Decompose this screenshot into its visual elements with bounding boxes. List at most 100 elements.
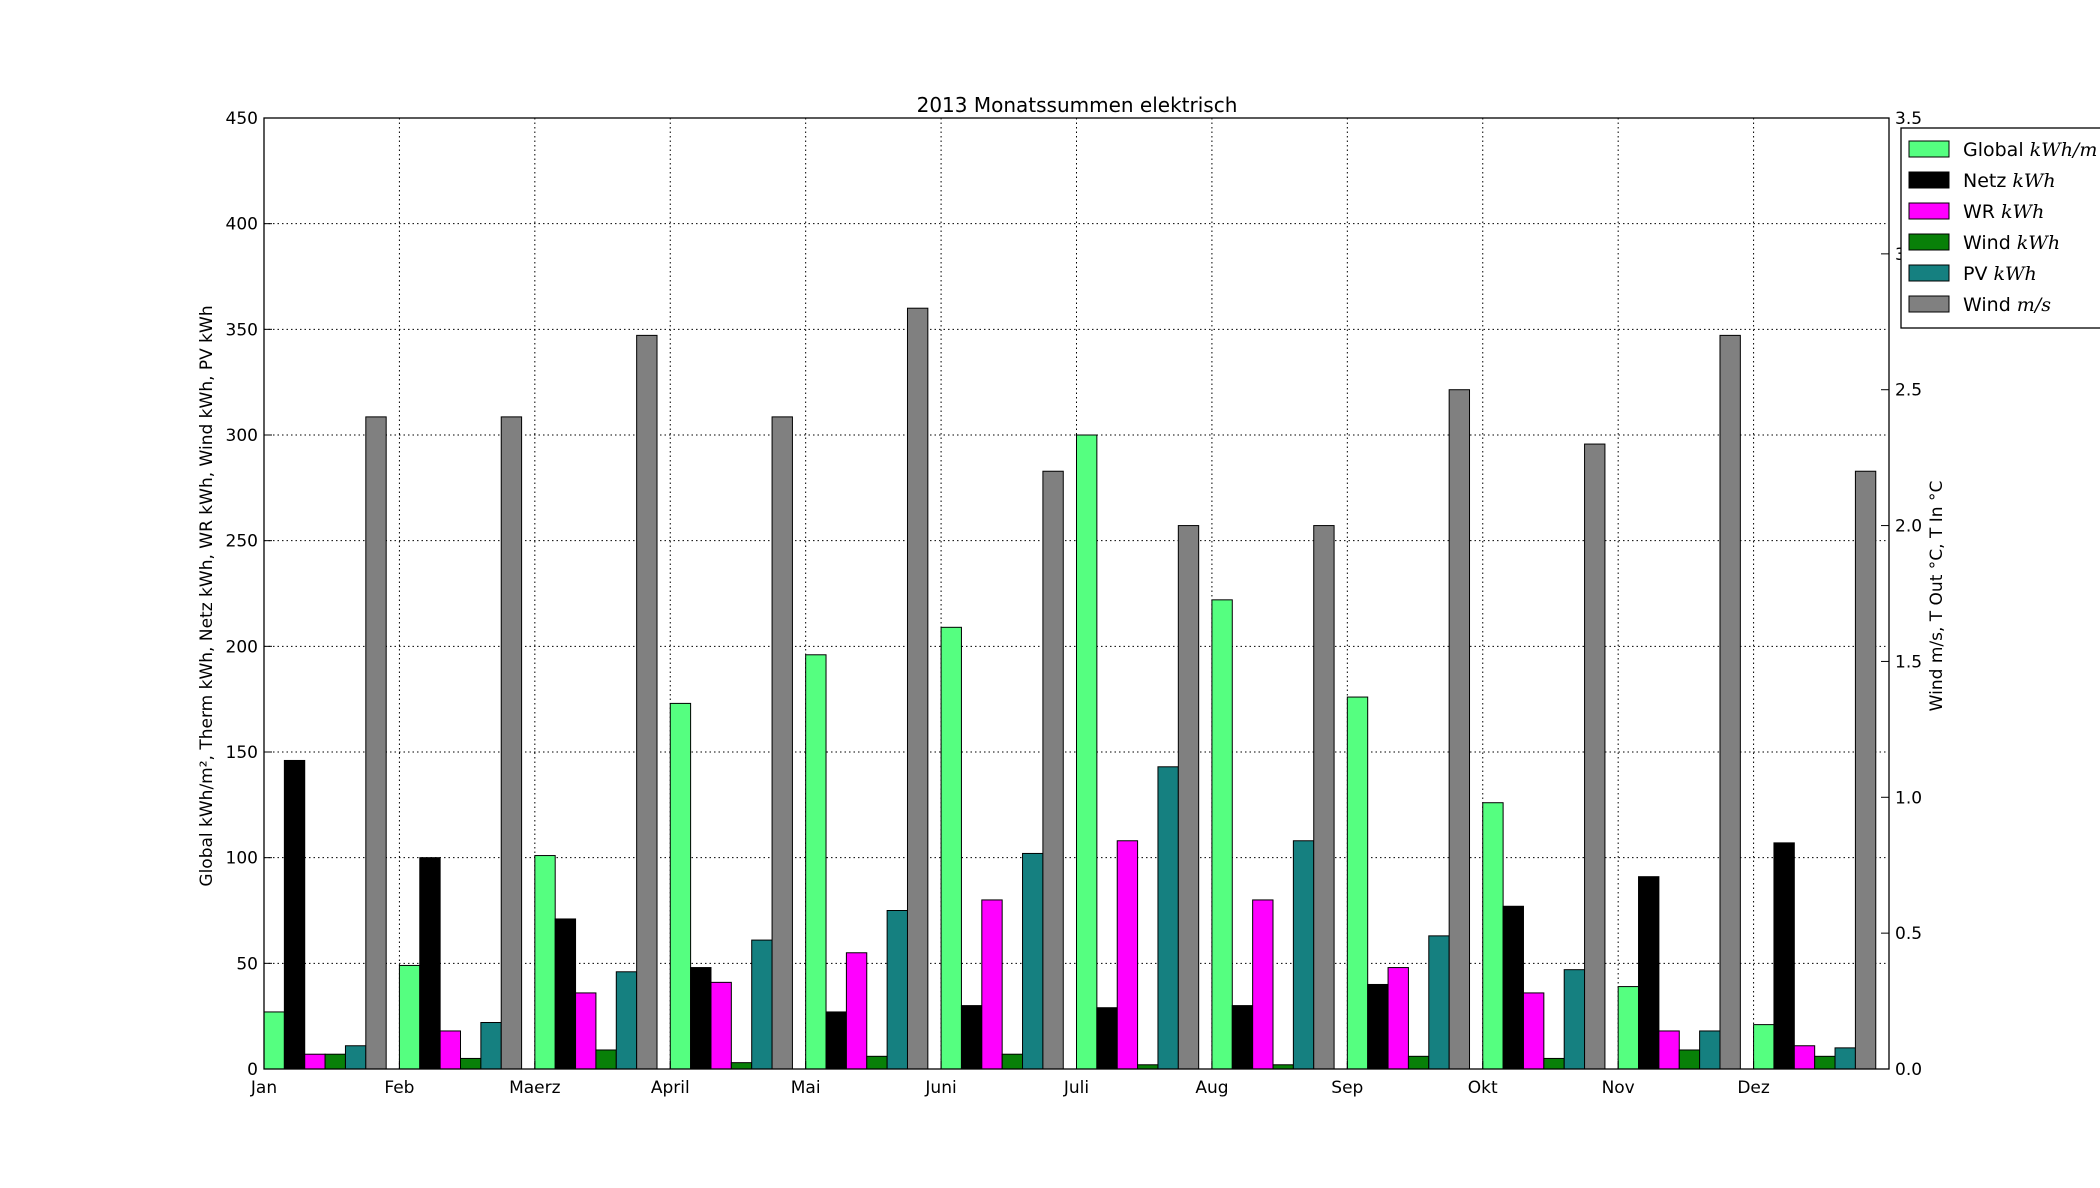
legend-label: Wind m/s: [1963, 294, 2051, 316]
bar-global-kwhm-feb: [398, 964, 421, 1070]
legend-swatch: [1908, 202, 1950, 220]
bar-netz-kwh-feb: [419, 857, 441, 1070]
bar-wind-ms-maerz: [636, 334, 658, 1070]
bar-wr-kwh-dez: [1793, 1045, 1816, 1070]
x-tick-label: Juli: [1063, 1078, 1089, 1098]
bar-wind-ms-nov: [1719, 334, 1741, 1070]
legend-label: Netz kWh: [1963, 170, 2056, 192]
bar-wind-ms-jan: [365, 416, 387, 1070]
bar-global-kwhm-juni: [940, 626, 962, 1070]
bar-wr-kwh-maerz: [575, 992, 597, 1070]
bar-wr-kwh-aug: [1252, 899, 1274, 1070]
y-axis-label-right: Wind m/s, T Out °C, T In °C: [1927, 481, 1947, 712]
bar-global-kwhm-april: [669, 702, 692, 1070]
legend-swatch: [1908, 140, 1950, 158]
bar-wr-kwh-juni: [981, 899, 1003, 1070]
bar-netz-kwh-maerz: [554, 918, 577, 1070]
bar-wind-ms-april: [771, 416, 793, 1070]
bar-pv-kwh-nov: [1699, 1030, 1721, 1070]
bar-pv-kwh-okt: [1563, 969, 1586, 1070]
bar-wr-kwh-nov: [1658, 1030, 1680, 1070]
chart-title: 2013 Monatssummen elektrisch: [917, 93, 1238, 117]
legend-label: WR kWh: [1963, 201, 2044, 223]
bar-netz-kwh-dez: [1773, 842, 1795, 1070]
bar-netz-kwh-jan: [283, 759, 306, 1070]
bar-wind-ms-sep: [1448, 389, 1471, 1070]
y-tick-label-left: 400: [226, 215, 258, 235]
y-tick-label-right: 0.0: [1895, 1060, 1922, 1080]
bar-netz-kwh-sep: [1367, 983, 1389, 1070]
bar-global-kwhm-okt: [1482, 802, 1504, 1070]
legend-swatch: [1908, 264, 1950, 282]
bar-wind-kwh-mai: [866, 1055, 888, 1070]
y-tick-label-left: 150: [226, 743, 258, 763]
y-tick-label-left: 0: [247, 1060, 258, 1080]
y-tick-label-left: 100: [226, 849, 258, 869]
bar-netz-kwh-aug: [1231, 1005, 1254, 1070]
y-tick-label-left: 450: [226, 109, 258, 129]
bar-pv-kwh-dez: [1834, 1047, 1856, 1070]
bar-pv-kwh-juli: [1157, 766, 1179, 1070]
bar-wr-kwh-okt: [1522, 992, 1545, 1070]
x-tick-label: Juni: [924, 1078, 956, 1098]
bar-global-kwhm-mai: [805, 654, 827, 1070]
bar-wind-ms-mai: [906, 307, 929, 1070]
bar-netz-kwh-mai: [825, 1011, 847, 1070]
x-tick-label: Maerz: [509, 1078, 561, 1098]
legend-label: Wind kWh: [1963, 232, 2060, 254]
x-tick-label: Sep: [1331, 1078, 1363, 1098]
bar-pv-kwh-juni: [1022, 852, 1044, 1070]
bar-pv-kwh-jan: [344, 1045, 367, 1070]
x-tick-label: Feb: [384, 1078, 414, 1098]
y-tick-label-right: 1.0: [1895, 788, 1922, 808]
bar-wr-kwh-jan: [304, 1053, 326, 1070]
y-axis-label-left: Global kWh/m², Therm kWh, Netz kWh, WR k…: [197, 305, 217, 886]
legend: Global kWh/m Netz kWh WR kWh Wind kWh PV kWh…: [1900, 127, 2100, 329]
bar-netz-kwh-okt: [1502, 905, 1524, 1070]
legend-box: [1900, 127, 2100, 329]
plot-frame: [263, 117, 1890, 1070]
bar-global-kwhm-dez: [1753, 1024, 1775, 1070]
bar-wind-kwh-april: [730, 1062, 753, 1070]
bar-wind-ms-feb: [500, 416, 523, 1070]
bar-pv-kwh-maerz: [615, 971, 638, 1070]
y-tick-label-left: 200: [226, 637, 258, 657]
bar-wind-kwh-okt: [1543, 1057, 1565, 1070]
legend-label: Global kWh/m: [1963, 139, 2097, 161]
y-tick-label-right: 0.5: [1895, 924, 1922, 944]
bar-wind-ms-aug: [1313, 525, 1335, 1070]
y-tick-label-left: 250: [226, 532, 258, 552]
bar-netz-kwh-april: [690, 967, 712, 1070]
bar-netz-kwh-juli: [1096, 1007, 1118, 1070]
x-tick-label: Mai: [791, 1078, 821, 1098]
bar-pv-kwh-aug: [1292, 840, 1315, 1070]
bar-global-kwhm-jan: [263, 1011, 285, 1070]
x-tick-label: Jan: [250, 1078, 277, 1098]
bar-global-kwhm-juli: [1076, 434, 1098, 1070]
x-tick-label: Nov: [1602, 1078, 1635, 1098]
bar-wind-kwh-nov: [1678, 1049, 1701, 1070]
bar-wind-ms-juni: [1042, 470, 1064, 1070]
bar-wind-ms-dez: [1854, 470, 1877, 1070]
bar-global-kwhm-maerz: [534, 855, 556, 1070]
bar-wind-kwh-dez: [1814, 1055, 1836, 1070]
y-tick-label-right: 2.0: [1895, 517, 1922, 537]
bar-pv-kwh-mai: [886, 910, 908, 1070]
x-tick-label: Dez: [1737, 1078, 1770, 1098]
y-tick-label-left: 350: [226, 320, 258, 340]
bar-wr-kwh-mai: [845, 952, 868, 1070]
y-tick-label-right: 3.5: [1895, 109, 1922, 129]
bar-global-kwhm-aug: [1211, 599, 1233, 1070]
legend-swatch: [1908, 233, 1950, 251]
bar-wind-kwh-juni: [1001, 1053, 1024, 1070]
bar-wind-ms-juli: [1177, 525, 1200, 1070]
bar-wind-kwh-jan: [324, 1053, 346, 1070]
bar-pv-kwh-sep: [1428, 935, 1450, 1070]
bar-wind-kwh-sep: [1407, 1055, 1430, 1070]
bar-pv-kwh-feb: [480, 1022, 502, 1070]
x-tick-label: Okt: [1468, 1078, 1498, 1098]
legend-label: PV kWh: [1963, 263, 2037, 285]
x-tick-label: April: [651, 1078, 690, 1098]
bar-wind-ms-okt: [1584, 443, 1606, 1070]
